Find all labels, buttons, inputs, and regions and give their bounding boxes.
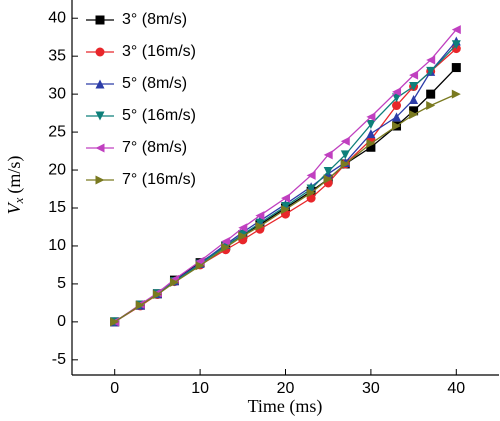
marker <box>255 218 265 228</box>
marker <box>409 82 419 92</box>
marker <box>195 261 205 271</box>
y-tick-label: 30 <box>48 85 66 102</box>
marker <box>392 87 402 97</box>
y-tick-label: 25 <box>48 123 66 140</box>
marker <box>281 201 290 211</box>
marker <box>306 188 316 198</box>
marker <box>392 121 402 131</box>
marker <box>281 205 290 215</box>
marker <box>366 129 376 139</box>
marker <box>426 66 436 76</box>
y-axis-label: Vx (m/s) <box>4 156 26 215</box>
marker <box>323 150 333 160</box>
marker <box>169 277 179 287</box>
marker <box>426 55 436 65</box>
legend-label: 3° (16m/s) <box>122 43 196 60</box>
marker <box>366 119 376 129</box>
marker <box>340 159 350 169</box>
marker <box>323 174 333 184</box>
y-tick-label: 20 <box>48 161 66 178</box>
marker <box>392 101 402 111</box>
y-tick-label: 15 <box>48 199 66 216</box>
x-tick-label: 10 <box>191 380 209 397</box>
marker <box>392 93 402 103</box>
marker <box>221 236 231 246</box>
x-tick-label: 30 <box>362 380 380 397</box>
marker <box>392 112 402 122</box>
marker <box>323 167 333 177</box>
marker <box>366 112 376 122</box>
marker <box>426 101 436 111</box>
marker <box>110 317 120 327</box>
x-tick-label: 20 <box>277 380 295 397</box>
y-tick-label: 35 <box>48 47 66 64</box>
marker <box>152 290 162 300</box>
marker <box>95 175 105 185</box>
x-tick-label: 40 <box>447 380 465 397</box>
legend-label: 5° (16m/s) <box>122 107 196 124</box>
marker <box>221 242 231 252</box>
marker <box>451 25 461 35</box>
legend-label: 7° (16m/s) <box>122 171 196 188</box>
marker <box>340 150 350 160</box>
marker <box>95 79 105 89</box>
y-tick-label: 0 <box>57 313 66 330</box>
marker <box>426 89 436 99</box>
marker <box>409 94 419 104</box>
marker <box>409 70 419 80</box>
legend-label: 5° (8m/s) <box>122 75 187 92</box>
marker <box>451 63 461 73</box>
marker <box>409 110 419 120</box>
legend-label: 7° (8m/s) <box>122 139 187 156</box>
y-axis-subscript: x <box>11 197 26 204</box>
marker <box>238 223 248 233</box>
marker <box>409 106 419 116</box>
legend-label: 3° (8m/s) <box>122 11 187 28</box>
marker <box>95 143 105 153</box>
marker <box>306 184 316 194</box>
y-axis-unit: (m/s) <box>4 156 25 194</box>
marker <box>366 142 376 152</box>
marker <box>451 89 461 99</box>
marker <box>95 47 105 57</box>
x-axis-label: Time (ms) <box>248 396 323 417</box>
marker <box>255 221 265 231</box>
marker <box>255 211 265 221</box>
marker <box>95 15 105 25</box>
marker <box>451 40 461 50</box>
marker <box>340 136 350 146</box>
x-tick-label: 0 <box>110 380 119 397</box>
y-tick-label: -5 <box>52 351 66 368</box>
marker <box>95 111 105 121</box>
y-tick-label: 40 <box>48 9 66 26</box>
marker <box>281 193 290 203</box>
marker <box>306 170 316 180</box>
y-tick-label: 10 <box>48 237 66 254</box>
y-tick-label: 5 <box>57 275 66 292</box>
marker <box>238 231 248 241</box>
marker <box>135 300 145 310</box>
y-axis-symbol: V <box>4 201 24 214</box>
series-line <box>114 67 457 323</box>
marker <box>366 138 376 148</box>
